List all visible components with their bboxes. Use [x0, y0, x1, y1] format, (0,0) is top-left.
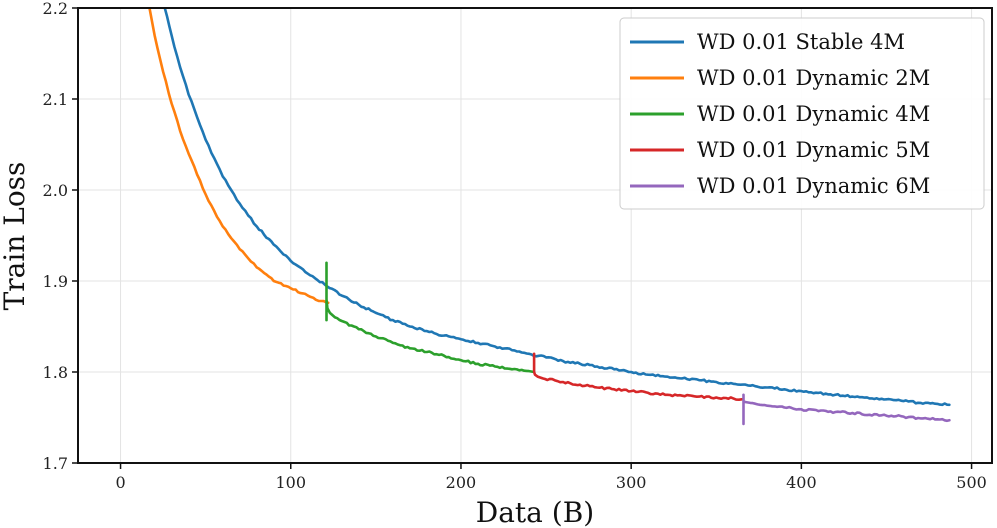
- series-line: [163, 8, 951, 407]
- series-layer: [148, 8, 951, 426]
- legend-label: WD 0.01 Dynamic 2M: [697, 66, 930, 90]
- x-tick-label: 200: [446, 473, 477, 492]
- series-line: [742, 393, 951, 426]
- x-tick-label: 400: [786, 473, 817, 492]
- series-line: [148, 8, 330, 305]
- y-tick-label: 2.1: [43, 90, 68, 109]
- series-line: [532, 352, 744, 401]
- legend: WD 0.01 Stable 4M WD 0.01 Dynamic 2M WD 0.…: [619, 17, 985, 210]
- x-axis-label: Data (B): [476, 496, 594, 528]
- legend-box: [619, 17, 985, 210]
- y-tick-label: 2.2: [43, 0, 68, 18]
- legend-label: WD 0.01 Dynamic 4M: [697, 102, 930, 126]
- legend-label: WD 0.01 Stable 4M: [697, 30, 905, 54]
- y-tick-label: 1.8: [43, 363, 68, 382]
- plot-frame: [77, 7, 993, 464]
- axis-ticks: 0 100 200 300 400 500 1.7 1.8 1.9 2.0 2.1 2.2: [43, 0, 987, 492]
- x-tick-label: 100: [275, 473, 306, 492]
- x-tick-label: 300: [616, 473, 647, 492]
- legend-label: WD 0.01 Dynamic 5M: [697, 138, 930, 162]
- y-tick-label: 2.0: [43, 181, 68, 200]
- y-tick-label: 1.9: [43, 272, 68, 291]
- x-tick-label: 500: [956, 473, 987, 492]
- y-axis-label: Train Loss: [0, 162, 31, 311]
- series-line: [325, 261, 536, 374]
- legend-label: WD 0.01 Dynamic 6M: [697, 174, 930, 198]
- y-tick-label: 1.7: [43, 454, 68, 473]
- x-tick-label: 0: [115, 473, 125, 492]
